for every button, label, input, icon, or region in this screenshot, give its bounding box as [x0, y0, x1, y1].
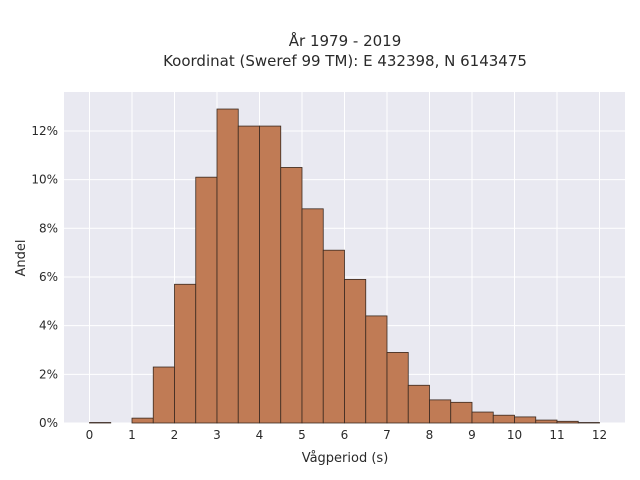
x-tick-label-3: 3 — [213, 428, 221, 442]
y-tick-label-6: 12% — [31, 124, 58, 138]
y-axis-ticks: 0% 2% 4% 6% 8% 10% 12% — [31, 124, 58, 430]
bar-19 — [492, 414, 515, 424]
bar-14 — [386, 352, 409, 424]
bar-18 — [471, 411, 494, 424]
bar-6 — [216, 108, 239, 424]
x-tick-label-9: 9 — [468, 428, 476, 442]
bar-5 — [195, 176, 218, 424]
bars — [89, 108, 600, 424]
bar-21 — [535, 419, 558, 424]
y-tick-label-0: 0% — [39, 416, 58, 430]
y-tick-label-5: 10% — [31, 173, 58, 187]
bar-17 — [450, 401, 473, 424]
x-axis-label: Vågperiod (s) — [302, 451, 389, 466]
x-tick-label-5: 5 — [298, 428, 306, 442]
bar-16 — [429, 399, 452, 424]
y-axis-label: Andel — [14, 240, 29, 277]
y-tick-label-1: 2% — [39, 367, 58, 381]
bar-11 — [322, 249, 345, 424]
x-tick-label-1: 1 — [128, 428, 136, 442]
bar-13 — [365, 315, 388, 424]
bar-7 — [237, 125, 260, 424]
bar-15 — [407, 384, 430, 424]
x-tick-label-8: 8 — [426, 428, 434, 442]
y-tick-label-4: 8% — [39, 221, 58, 235]
x-axis-ticks: 0 1 2 3 4 5 6 7 8 9 10 11 12 — [86, 428, 607, 442]
x-tick-label-12: 12 — [592, 428, 607, 442]
bar-2 — [131, 417, 154, 424]
x-tick-label-0: 0 — [86, 428, 94, 442]
bar-9 — [280, 167, 303, 424]
x-tick-label-6: 6 — [341, 428, 349, 442]
chart-title-line1: År 1979 - 2019 — [289, 31, 402, 50]
chart-title-line2: Koordinat (Sweref 99 TM): E 432398, N 61… — [163, 52, 527, 70]
y-tick-label-3: 6% — [39, 270, 58, 284]
x-tick-label-7: 7 — [383, 428, 391, 442]
bar-4 — [174, 283, 197, 424]
bar-12 — [344, 279, 367, 424]
x-tick-label-2: 2 — [171, 428, 179, 442]
bar-20 — [514, 416, 537, 424]
bar-8 — [259, 125, 282, 424]
y-tick-label-2: 4% — [39, 319, 58, 333]
bar-3 — [152, 366, 175, 424]
bar-22 — [556, 420, 579, 424]
x-tick-label-4: 4 — [256, 428, 264, 442]
x-tick-label-11: 11 — [549, 428, 564, 442]
bar-10 — [301, 208, 324, 424]
x-tick-label-10: 10 — [507, 428, 522, 442]
